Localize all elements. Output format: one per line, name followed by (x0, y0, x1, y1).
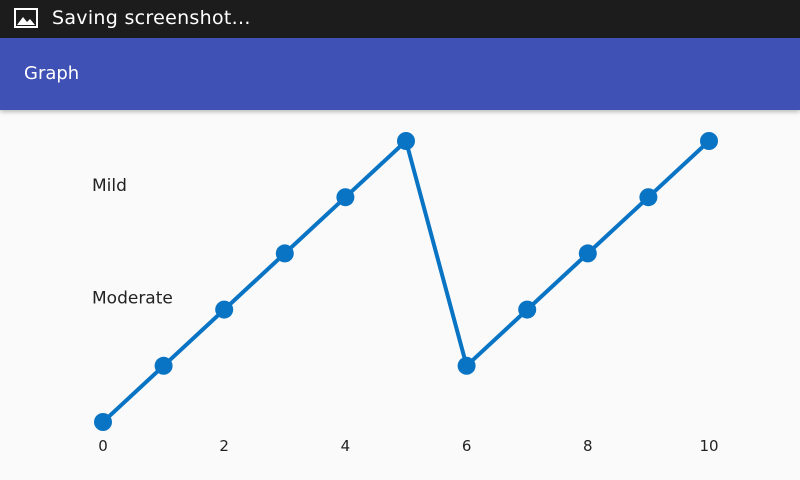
y-axis-label-moderate: Moderate (92, 289, 173, 309)
app-title: Graph (24, 63, 80, 84)
status-text: Saving screenshot... (52, 7, 251, 29)
app-bar: Graph (0, 38, 800, 110)
series-line (101, 139, 711, 424)
data-point[interactable] (578, 244, 597, 263)
status-bar: Saving screenshot... (0, 0, 800, 38)
data-point[interactable] (154, 356, 173, 375)
data-point[interactable] (700, 132, 718, 150)
data-point[interactable] (457, 356, 476, 375)
x-tick-label: 4 (341, 437, 351, 455)
data-point[interactable] (275, 244, 294, 263)
line-chart: Moderate Mild 0 2 4 6 8 10 (92, 132, 719, 455)
data-point[interactable] (336, 188, 355, 207)
image-icon (14, 8, 38, 28)
data-point[interactable] (215, 300, 234, 319)
graph-content: Moderate Mild 0 2 4 6 8 10 (0, 110, 800, 480)
x-tick-label: 8 (583, 437, 593, 455)
x-tick-label: 2 (219, 437, 229, 455)
x-tick-label: 10 (699, 437, 718, 455)
data-point[interactable] (518, 300, 537, 319)
data-point[interactable] (94, 413, 112, 431)
x-tick-label: 0 (98, 437, 108, 455)
x-tick-label: 6 (462, 437, 472, 455)
data-point[interactable] (639, 188, 658, 207)
data-point[interactable] (397, 132, 415, 150)
y-axis-label-mild: Mild (92, 176, 127, 196)
